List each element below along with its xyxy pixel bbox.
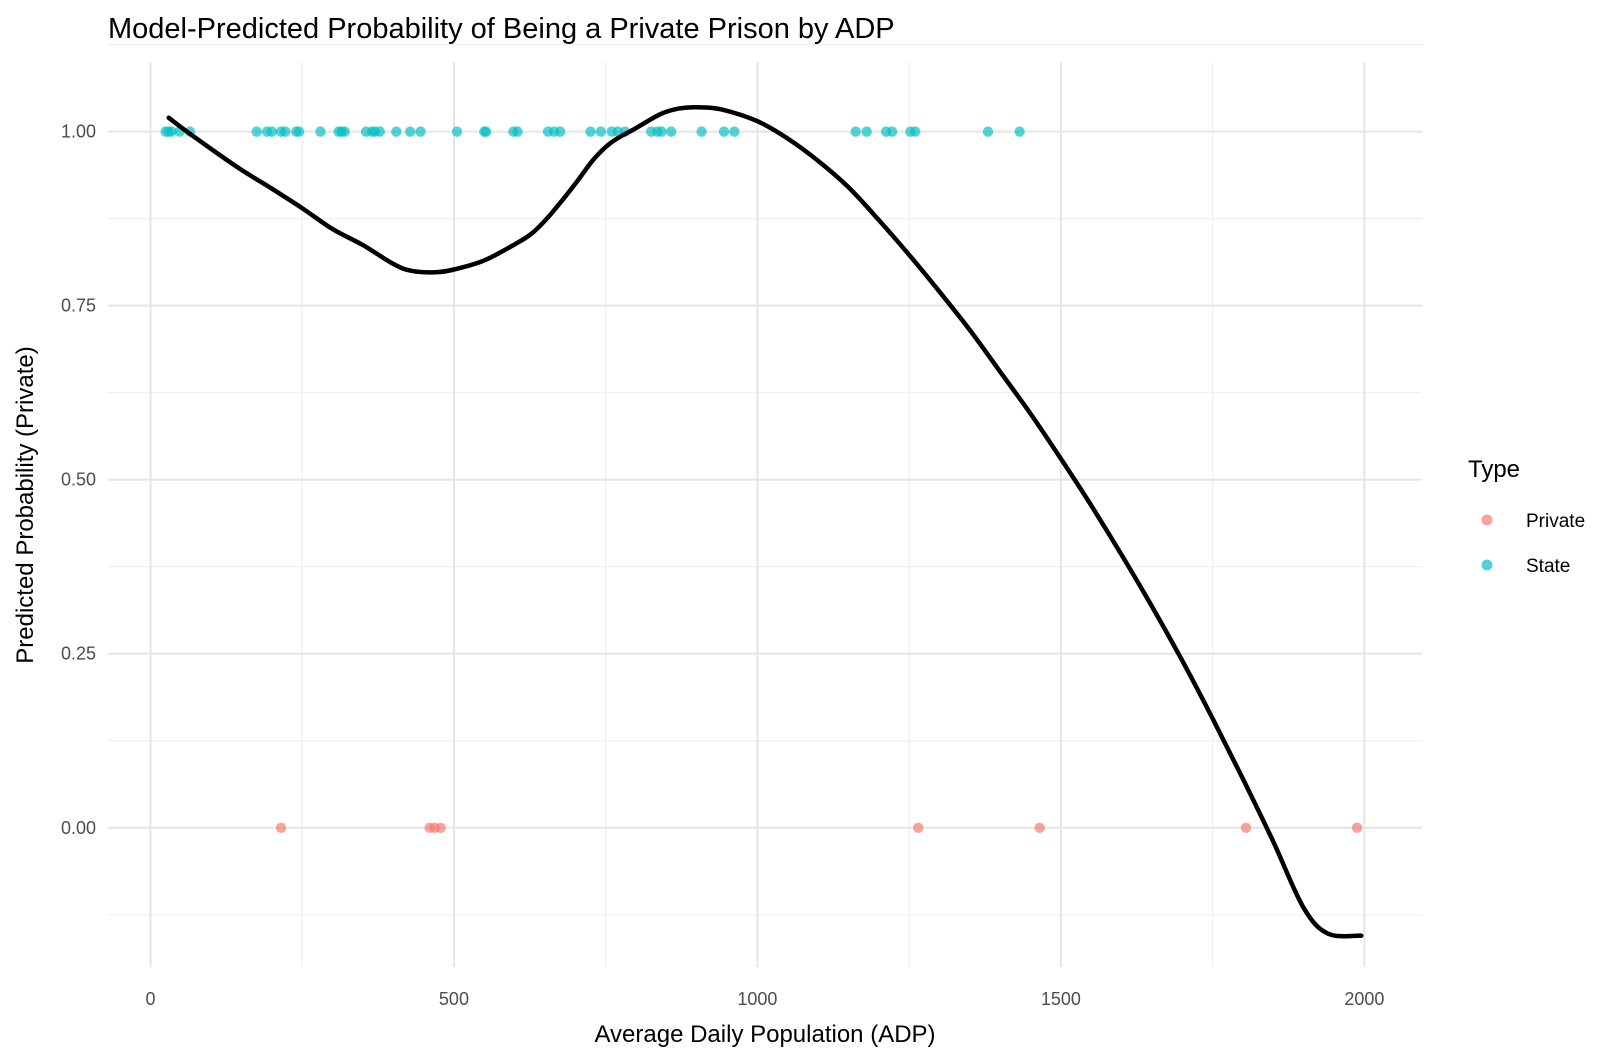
y-tick-label: 1.00: [61, 122, 96, 142]
private-point: [913, 822, 924, 833]
state-point: [861, 126, 872, 137]
state-point: [293, 126, 305, 137]
state-point: [266, 126, 278, 137]
state-point: [554, 126, 566, 137]
state-point: [339, 126, 350, 137]
private-point: [1034, 822, 1045, 833]
fit-line: [166, 105, 1364, 939]
state-point: [391, 126, 402, 137]
legend-entries: Private State: [1481, 511, 1585, 577]
legend-label-state: State: [1526, 556, 1570, 577]
y-tick-label: 0.00: [61, 818, 96, 838]
state-point: [595, 126, 607, 137]
state-point: [585, 126, 596, 137]
state-point: [729, 126, 740, 137]
y-tick-label: 0.25: [61, 644, 96, 664]
private-point: [1240, 822, 1252, 833]
y-axis-title: Predicted Probability (Private): [12, 346, 39, 663]
chart-title: Model-Predicted Probability of Being a P…: [108, 13, 895, 45]
state-point: [718, 126, 730, 137]
state-point: [451, 126, 463, 137]
x-tick-label: 500: [439, 989, 469, 1009]
state-point: [1014, 126, 1025, 137]
state-point: [512, 126, 523, 137]
private-point: [435, 822, 446, 833]
legend: Type Private State: [1468, 456, 1585, 577]
y-axis-tick-labels: 0.00 0.25 0.50 0.75 1.00: [61, 122, 96, 838]
state-point: [656, 126, 667, 137]
x-tick-label: 2000: [1344, 989, 1384, 1009]
y-tick-label: 0.75: [61, 296, 96, 316]
state-point: [910, 126, 921, 137]
private-point: [275, 822, 287, 833]
x-tick-label: 1000: [737, 989, 777, 1009]
x-axis-tick-labels: 0 500 1000 1500 2000: [145, 989, 1384, 1009]
state-point: [415, 126, 426, 137]
legend-key-state: [1481, 559, 1493, 571]
state-point: [886, 126, 898, 137]
state-point: [374, 126, 386, 137]
x-tick-label: 1500: [1041, 989, 1081, 1009]
legend-key-private: [1481, 514, 1493, 526]
state-point: [850, 126, 861, 137]
y-tick-label: 0.50: [61, 470, 96, 490]
legend-label-private: Private: [1526, 511, 1585, 532]
state-point: [405, 126, 416, 137]
legend-title: Type: [1468, 456, 1520, 483]
state-point: [166, 126, 177, 137]
state-point: [251, 126, 262, 137]
x-axis-title: Average Daily Population (ADP): [594, 1021, 935, 1048]
private-point: [1351, 822, 1363, 833]
major-gridlines: [108, 62, 1422, 967]
state-point: [666, 126, 677, 137]
state-point: [315, 126, 326, 137]
data-points: [160, 126, 1363, 833]
x-tick-label: 0: [145, 989, 155, 1009]
state-point: [480, 126, 492, 137]
state-point: [982, 126, 994, 137]
state-point: [696, 126, 707, 137]
state-point: [280, 126, 291, 137]
minor-gridlines: [108, 43, 1422, 967]
